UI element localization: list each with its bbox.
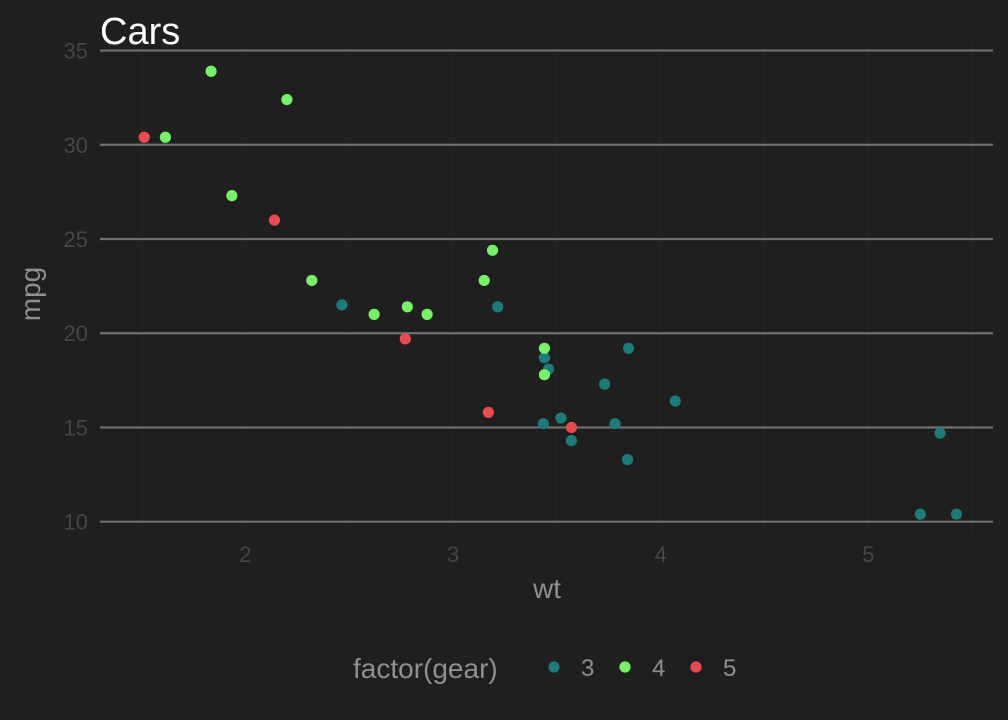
legend: factor(gear) 3 4 5 xyxy=(353,653,736,684)
data-point-gear-4 xyxy=(538,342,551,354)
data-point-gear-5 xyxy=(268,214,281,226)
data-point-gear-4 xyxy=(368,308,380,320)
data-point-gear-3 xyxy=(555,412,567,424)
data-point-gear-3 xyxy=(336,299,348,311)
y-axis-title: mpg xyxy=(15,267,46,321)
data-point-gear-4 xyxy=(281,93,293,106)
data-point-gear-3 xyxy=(492,301,504,313)
data-point-gear-3 xyxy=(609,418,621,430)
data-point-gear-4 xyxy=(306,274,318,287)
data-point-gear-3 xyxy=(621,453,634,466)
legend-label-3: 3 xyxy=(581,655,594,682)
data-point-gear-3 xyxy=(565,435,578,447)
y-axis-ticks: 10 15 20 25 30 35 xyxy=(64,39,88,535)
y-tick-label: 10 xyxy=(64,510,88,535)
y-tick-label: 30 xyxy=(64,133,88,158)
y-tick-label: 15 xyxy=(64,415,88,440)
data-point-gear-3 xyxy=(914,508,926,520)
data-point-gear-4 xyxy=(401,301,413,313)
data-point-gear-4 xyxy=(538,369,551,381)
y-tick-label: 35 xyxy=(64,39,88,64)
x-axis-ticks: 2 3 4 5 xyxy=(239,542,874,567)
data-point-gear-5 xyxy=(138,131,150,143)
data-points xyxy=(138,65,963,520)
x-tick-label: 2 xyxy=(239,542,251,567)
data-point-gear-3 xyxy=(622,342,635,354)
x-tick-label: 3 xyxy=(447,542,459,567)
legend-key-3 xyxy=(548,661,560,673)
y-tick-label: 25 xyxy=(64,227,88,252)
data-point-gear-4 xyxy=(205,65,217,77)
legend-label-4: 4 xyxy=(652,655,665,682)
data-point-gear-5 xyxy=(565,421,578,434)
data-point-gear-4 xyxy=(486,244,499,256)
y-tick-label: 20 xyxy=(64,321,88,346)
data-point-gear-5 xyxy=(482,406,494,418)
data-point-gear-5 xyxy=(399,333,411,345)
x-tick-label: 4 xyxy=(655,542,667,567)
data-point-gear-4 xyxy=(159,131,172,143)
legend-label-5: 5 xyxy=(723,655,736,682)
data-point-gear-3 xyxy=(934,427,946,439)
x-tick-label: 5 xyxy=(862,542,874,567)
legend-key-4 xyxy=(619,661,631,673)
x-axis-title: wt xyxy=(532,573,561,604)
legend-items: 3 4 5 xyxy=(548,655,736,682)
data-point-gear-4 xyxy=(421,308,433,320)
grid xyxy=(100,43,993,533)
data-point-gear-4 xyxy=(226,190,238,202)
data-point-gear-3 xyxy=(599,378,611,390)
data-point-gear-3 xyxy=(538,352,551,364)
legend-title: factor(gear) xyxy=(353,653,498,684)
legend-key-5 xyxy=(690,661,702,673)
data-point-gear-3 xyxy=(950,508,963,520)
data-point-gear-3 xyxy=(669,395,681,407)
data-point-gear-4 xyxy=(478,274,490,287)
data-point-gear-3 xyxy=(537,418,549,430)
chart-title: Cars xyxy=(100,11,180,53)
